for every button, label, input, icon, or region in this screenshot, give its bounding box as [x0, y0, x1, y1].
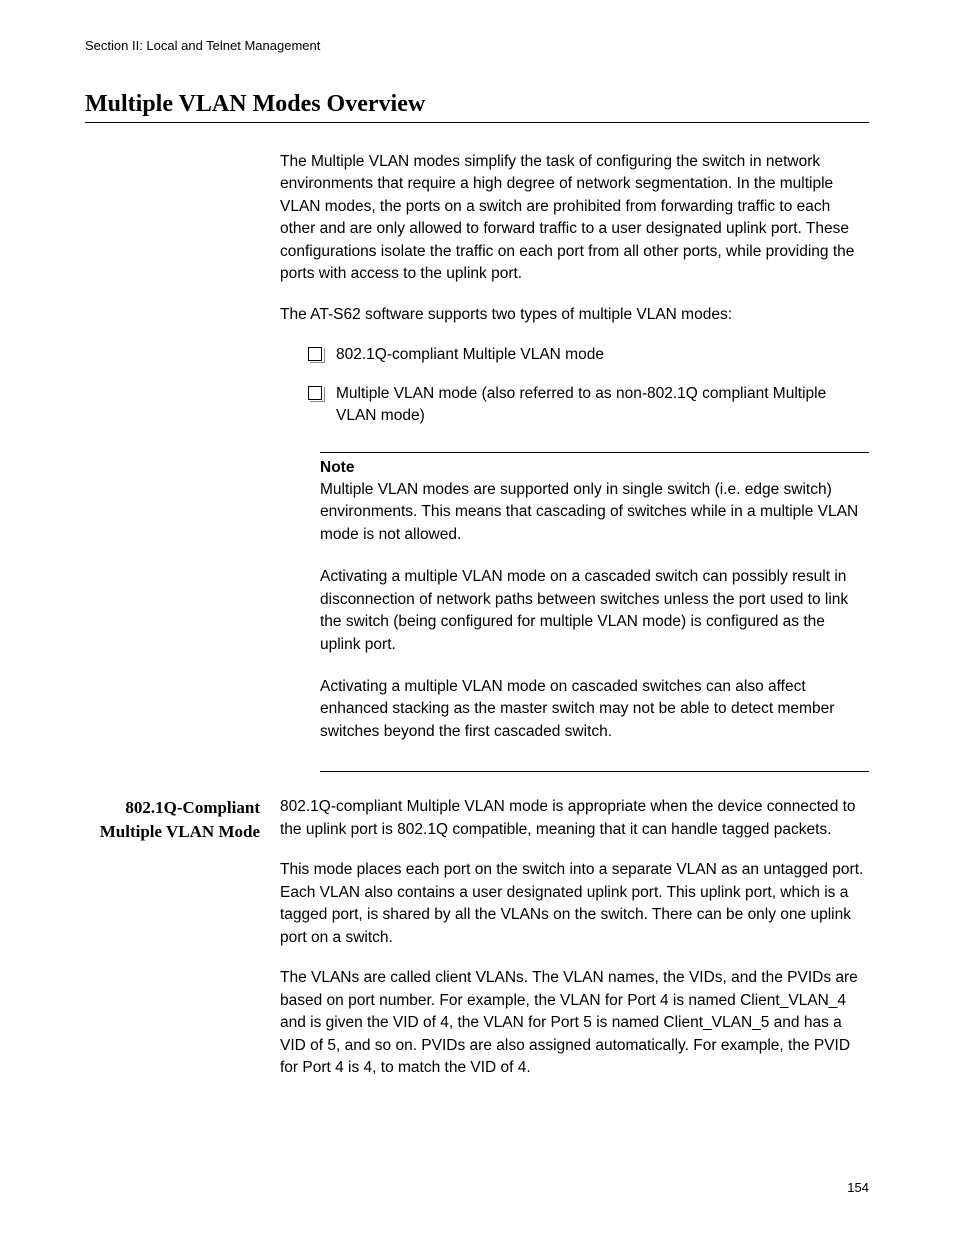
note-para-2: Activating a multiple VLAN mode on a cas… — [320, 566, 869, 656]
section-para-1: 802.1Q-compliant Multiple VLAN mode is a… — [280, 796, 869, 841]
page-number: 154 — [847, 1180, 869, 1195]
note-para-1: Multiple VLAN modes are supported only i… — [320, 479, 869, 546]
section-row: 802.1Q-Compliant Multiple VLAN Mode 802.… — [85, 796, 869, 1097]
section-para-3: The VLANs are called client VLANs. The V… — [280, 967, 869, 1079]
section-para-2: This mode places each port on the switch… — [280, 859, 869, 949]
intro-para-1: The Multiple VLAN modes simplify the tas… — [280, 151, 869, 286]
list-item: 802.1Q-compliant Multiple VLAN mode — [280, 344, 869, 366]
checkbox-icon — [308, 386, 322, 400]
sidebar-column: 802.1Q-Compliant Multiple VLAN Mode — [85, 796, 260, 1097]
checkbox-icon — [308, 347, 322, 361]
note-para-3: Activating a multiple VLAN mode on casca… — [320, 676, 869, 743]
list-text: Multiple VLAN mode (also referred to as … — [336, 383, 869, 428]
right-column: The Multiple VLAN modes simplify the tas… — [280, 151, 869, 796]
list-text: 802.1Q-compliant Multiple VLAN mode — [336, 344, 869, 366]
page-header: Section II: Local and Telnet Management — [85, 38, 869, 53]
note-bottom-rule — [320, 771, 869, 772]
note-heading: Note — [320, 459, 869, 477]
left-column — [85, 151, 260, 796]
list-item: Multiple VLAN mode (also referred to as … — [280, 383, 869, 428]
intro-para-2: The AT-S62 software supports two types o… — [280, 304, 869, 326]
sidebar-heading: 802.1Q-Compliant Multiple VLAN Mode — [85, 796, 260, 844]
section-body: 802.1Q-compliant Multiple VLAN mode is a… — [280, 796, 869, 1097]
note-block: Note Multiple VLAN modes are supported o… — [320, 452, 869, 744]
page-title: Multiple VLAN Modes Overview — [85, 91, 869, 123]
content-area: The Multiple VLAN modes simplify the tas… — [85, 151, 869, 796]
